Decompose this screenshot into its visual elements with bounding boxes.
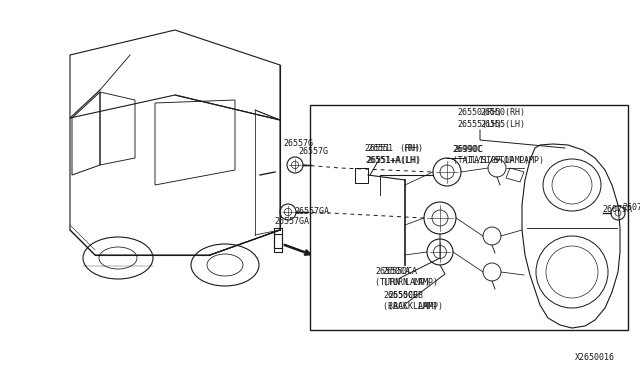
Text: 26557G: 26557G xyxy=(283,138,313,148)
Text: 26551  (RH): 26551 (RH) xyxy=(368,144,423,154)
Text: 26550(RH): 26550(RH) xyxy=(480,109,525,118)
Text: 26551  (RH): 26551 (RH) xyxy=(365,144,420,154)
Text: 26555(LH): 26555(LH) xyxy=(458,119,502,128)
Text: 26990C: 26990C xyxy=(452,144,482,154)
Text: (TAIL/STOP LAMP): (TAIL/STOP LAMP) xyxy=(453,157,529,166)
Text: 26551+A(LH): 26551+A(LH) xyxy=(366,155,421,164)
Text: 26990C: 26990C xyxy=(453,144,483,154)
Bar xyxy=(310,105,628,330)
Text: 26555(LH): 26555(LH) xyxy=(480,119,525,128)
Text: X2650016: X2650016 xyxy=(575,353,615,362)
Text: (BACK LAMP): (BACK LAMP) xyxy=(388,302,443,311)
Text: 26557G: 26557G xyxy=(298,148,328,157)
Text: 26075A: 26075A xyxy=(622,202,640,212)
Text: (TURN LAMP): (TURN LAMP) xyxy=(383,279,438,288)
Text: 26550(RH): 26550(RH) xyxy=(458,109,502,118)
Text: 26557GA: 26557GA xyxy=(275,218,310,227)
Text: (TURN LAMP): (TURN LAMP) xyxy=(375,279,430,288)
Text: (TAIL/STOP LAMP): (TAIL/STOP LAMP) xyxy=(464,157,544,166)
Text: 26550CB: 26550CB xyxy=(383,292,418,301)
Text: (BACK LAMP): (BACK LAMP) xyxy=(383,302,438,311)
Text: 26550CA: 26550CA xyxy=(375,267,410,276)
Text: 26551+A(LH): 26551+A(LH) xyxy=(365,157,420,166)
Text: 26075A: 26075A xyxy=(602,205,632,215)
Text: 26550CB: 26550CB xyxy=(388,292,423,301)
Text: 26550CA: 26550CA xyxy=(382,267,417,276)
Text: 26557GA: 26557GA xyxy=(294,206,329,215)
